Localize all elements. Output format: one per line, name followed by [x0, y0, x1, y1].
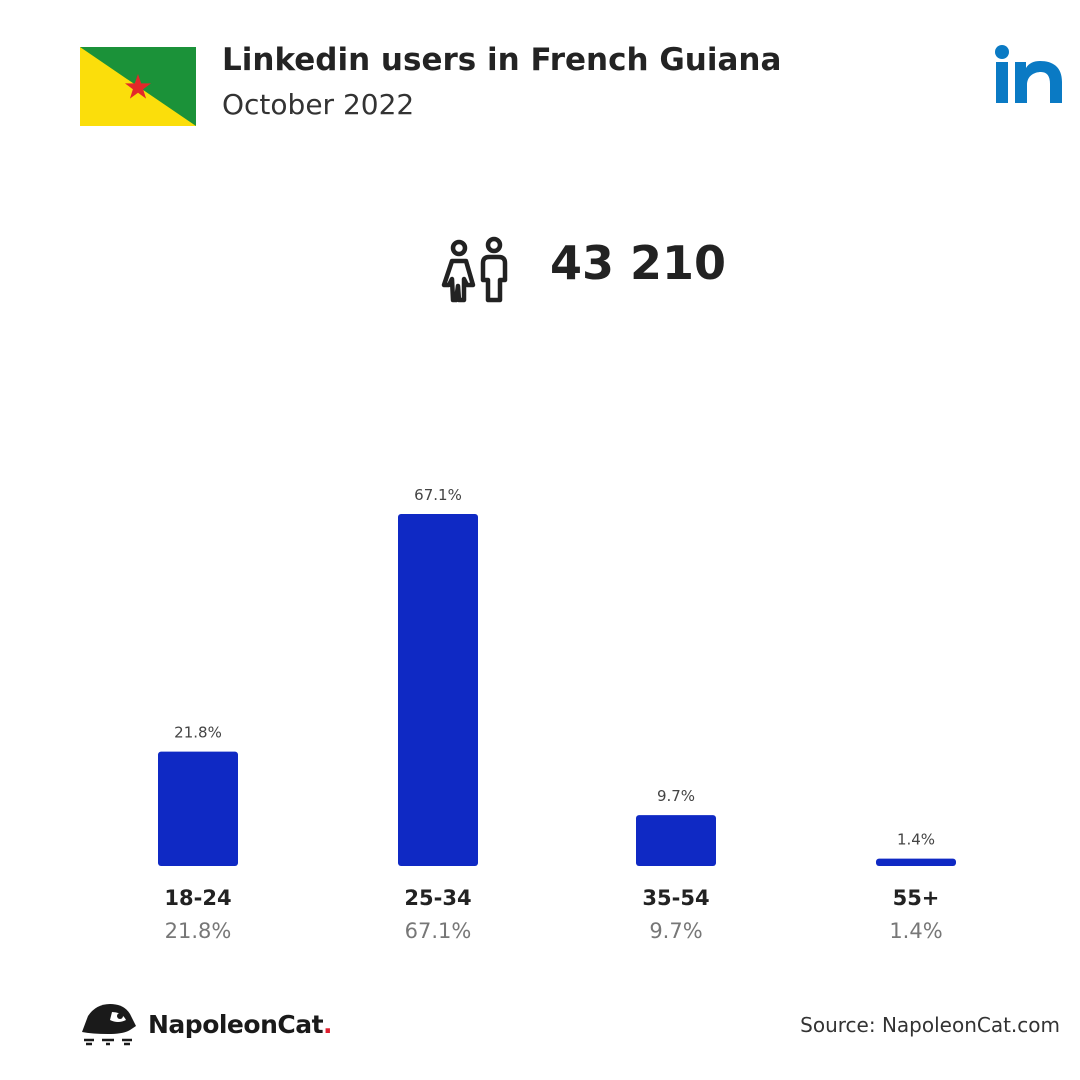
category-percent-label: 9.7% [649, 919, 702, 943]
napoleoncat-logo-icon [82, 1004, 136, 1046]
source-credit: Source: NapoleonCat.com [800, 1013, 1060, 1037]
linkedin-logo-icon [995, 45, 1062, 103]
bar-value-label: 1.4% [897, 831, 935, 849]
category-label: 18-24 [164, 886, 231, 910]
brand-name: NapoleonCat [148, 1010, 324, 1039]
total-users-count: 43 210 [550, 236, 727, 290]
category-label: 55+ [893, 886, 940, 910]
category-label: 25-34 [404, 886, 471, 910]
page-title: Linkedin users in French Guiana [222, 42, 782, 78]
people-icon [441, 236, 508, 303]
category-percent-label: 21.8% [165, 919, 232, 943]
category-label: 35-54 [642, 886, 709, 910]
bar-18-24 [158, 751, 238, 866]
bar-25-34 [398, 514, 478, 866]
category-percent-label: 67.1% [405, 919, 472, 943]
bar-value-label: 21.8% [174, 724, 222, 742]
bar-value-label: 9.7% [657, 787, 695, 805]
bar-value-label: 67.1% [414, 486, 462, 504]
brand-dot: . [323, 1010, 333, 1039]
napoleoncat-brand: NapoleonCat. [148, 1010, 333, 1039]
french-guiana-flag-icon [80, 47, 196, 126]
category-percent-label: 1.4% [889, 919, 942, 943]
bar-35-54 [636, 815, 716, 866]
page-subtitle: October 2022 [222, 88, 415, 121]
bar-55+ [876, 858, 956, 866]
